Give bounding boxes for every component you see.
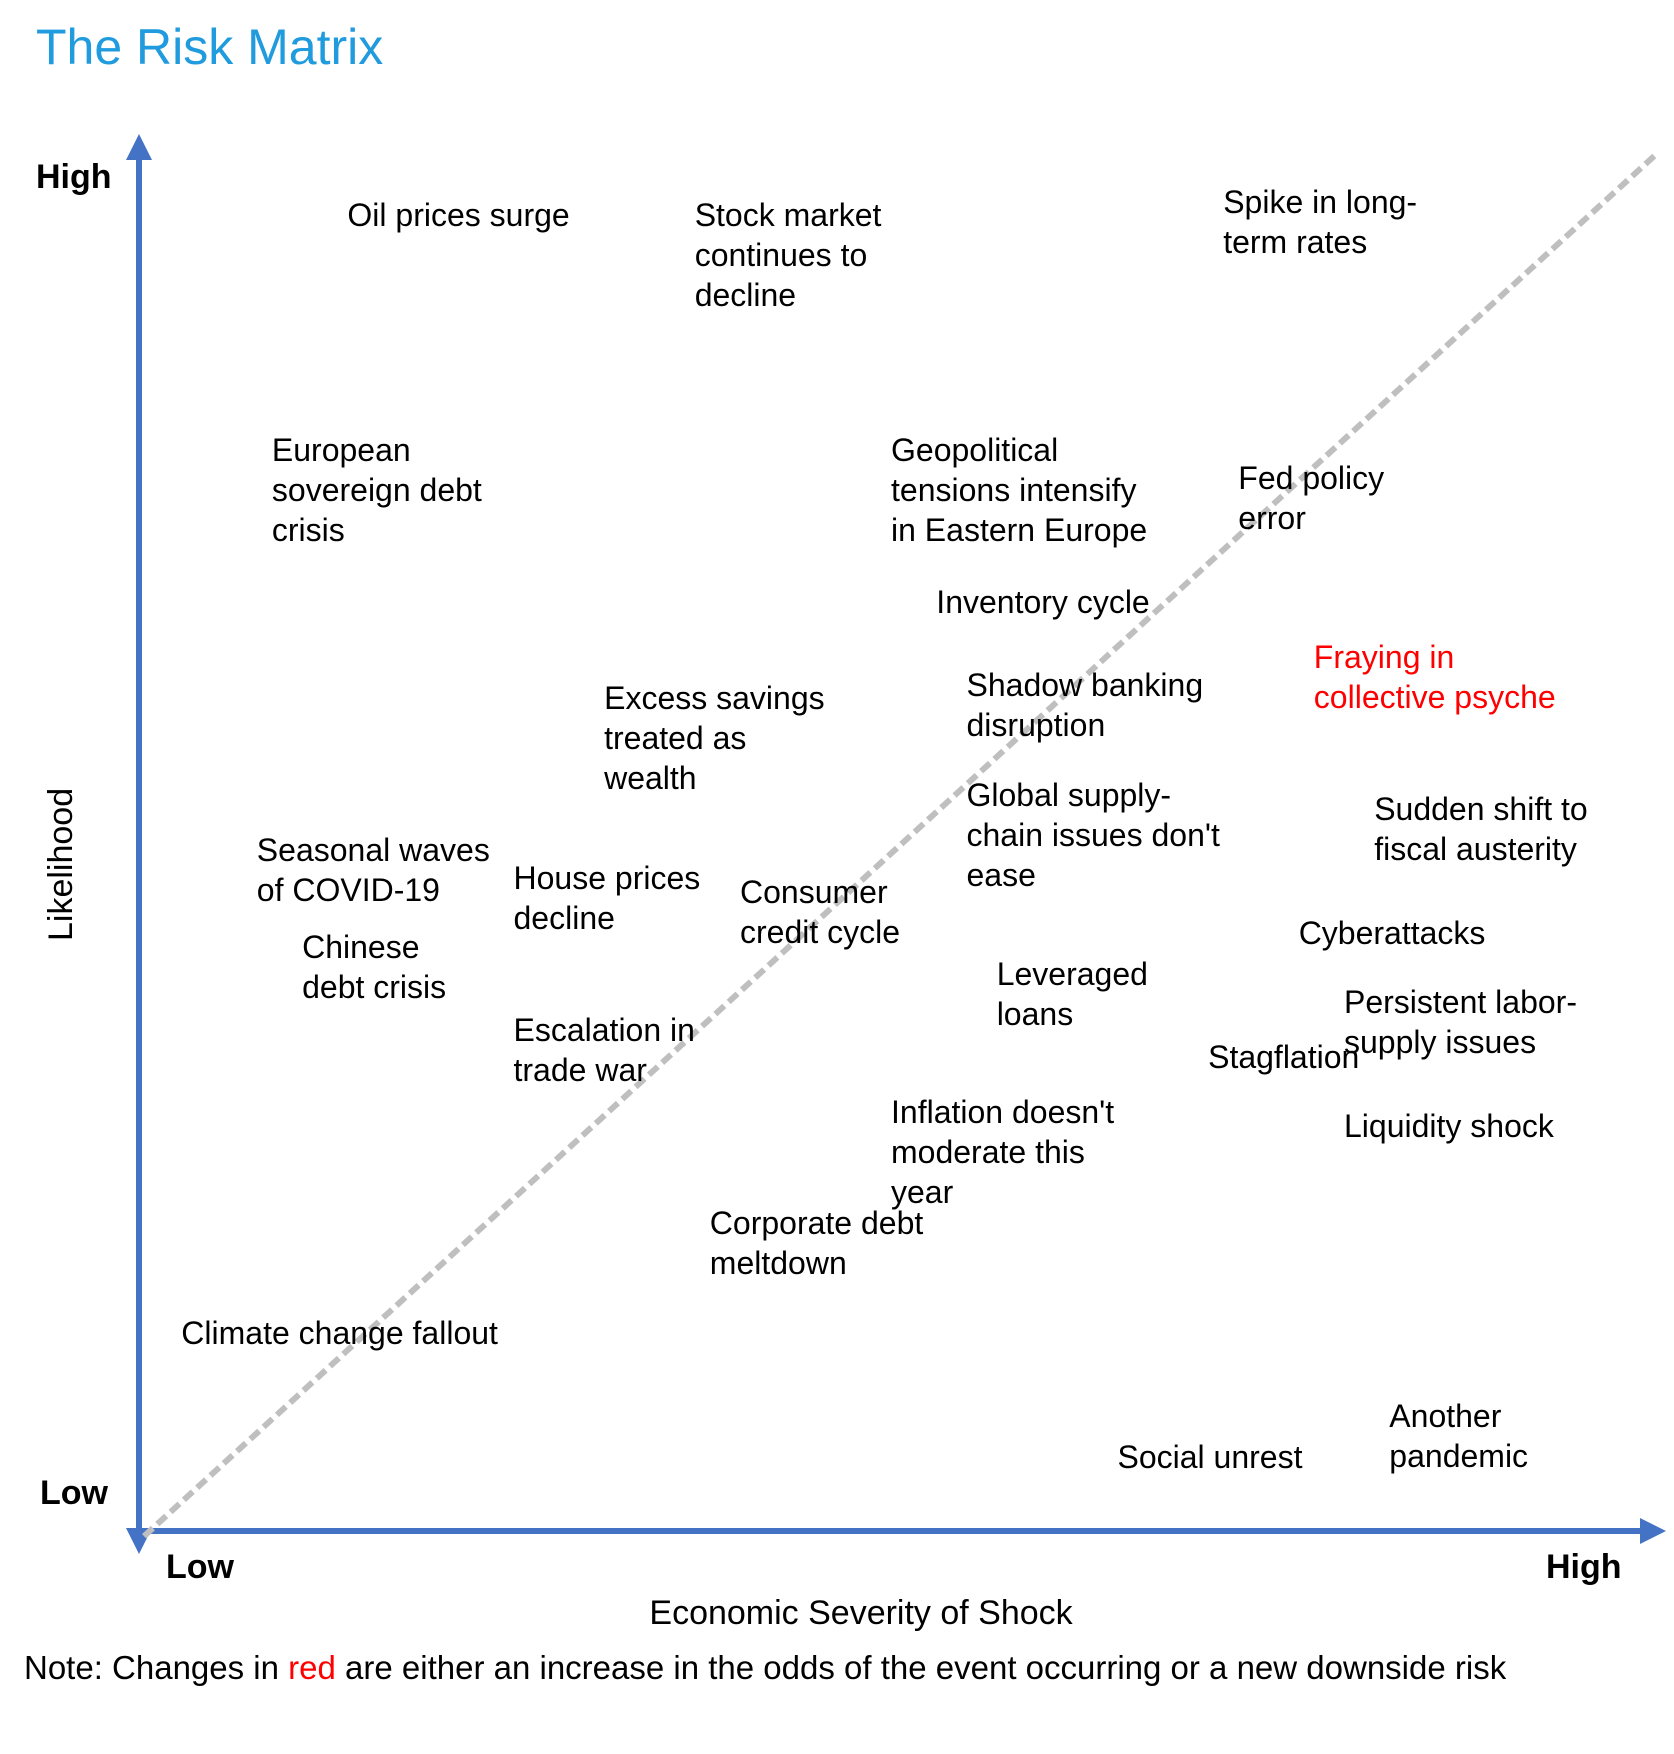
- y-axis-high-label: High: [36, 158, 112, 197]
- chart-title: The Risk Matrix: [36, 18, 383, 76]
- risk-label: Corporate debt meltdown: [710, 1203, 923, 1283]
- risk-label: Fraying in collective psyche: [1314, 637, 1556, 717]
- y-axis-title: Likelihood: [42, 787, 81, 940]
- x-axis-low-label: Low: [166, 1548, 234, 1587]
- risk-label: Seasonal waves of COVID-19: [257, 830, 490, 910]
- risk-label: Another pandemic: [1389, 1396, 1528, 1476]
- risk-label: Sudden shift to fiscal austerity: [1374, 789, 1587, 869]
- risk-label: Liquidity shock: [1344, 1106, 1554, 1146]
- footnote-suffix: are either an increase in the odds of th…: [336, 1649, 1506, 1686]
- y-axis-line: [136, 154, 142, 1534]
- page: The Risk Matrix Oil prices surge Stock ma…: [0, 0, 1674, 1754]
- x-axis-line: [136, 1528, 1646, 1534]
- risk-label: Fed policy error: [1238, 458, 1384, 538]
- x-axis-title: Economic Severity of Shock: [649, 1594, 1072, 1633]
- risk-label: Consumer credit cycle: [740, 872, 900, 952]
- risk-label: Geopolitical tensions intensify in Easte…: [891, 430, 1147, 550]
- x-axis-high-label: High: [1546, 1548, 1622, 1587]
- risk-label: Leveraged loans: [997, 954, 1148, 1034]
- y-axis-arrow-up: [126, 134, 152, 160]
- risk-label: Spike in long- term rates: [1223, 182, 1417, 262]
- risk-label: Excess savings treated as wealth: [604, 678, 825, 798]
- plot-area: Oil prices surge Stock market continues t…: [136, 154, 1646, 1534]
- risk-label: Inflation doesn't moderate this year: [891, 1092, 1114, 1212]
- risk-label: Chinese debt crisis: [302, 927, 446, 1007]
- risk-label: Shadow banking disruption: [967, 665, 1204, 745]
- y-axis-low-label: Low: [40, 1474, 108, 1513]
- risk-label: Stock market continues to decline: [695, 195, 882, 315]
- risk-label: House prices decline: [514, 858, 701, 938]
- risk-label: Global supply- chain issues don't ease: [967, 775, 1220, 895]
- risk-label: Escalation in trade war: [514, 1010, 695, 1090]
- footnote-red-word: red: [288, 1649, 336, 1686]
- risk-label: Oil prices surge: [347, 195, 569, 235]
- risk-label: Persistent labor- supply issues: [1344, 982, 1577, 1062]
- footnote: Note: Changes in red are either an incre…: [24, 1646, 1644, 1691]
- risk-label: Cyberattacks: [1299, 913, 1486, 953]
- risk-label: Inventory cycle: [936, 582, 1149, 622]
- risk-label: Stagflation: [1208, 1037, 1359, 1077]
- footnote-prefix: Note: Changes in: [24, 1649, 288, 1686]
- risk-label: Climate change fallout: [181, 1313, 498, 1353]
- risk-label: Social unrest: [1118, 1437, 1303, 1477]
- risk-label: European sovereign debt crisis: [272, 430, 482, 550]
- x-axis-arrow-right: [1640, 1518, 1666, 1544]
